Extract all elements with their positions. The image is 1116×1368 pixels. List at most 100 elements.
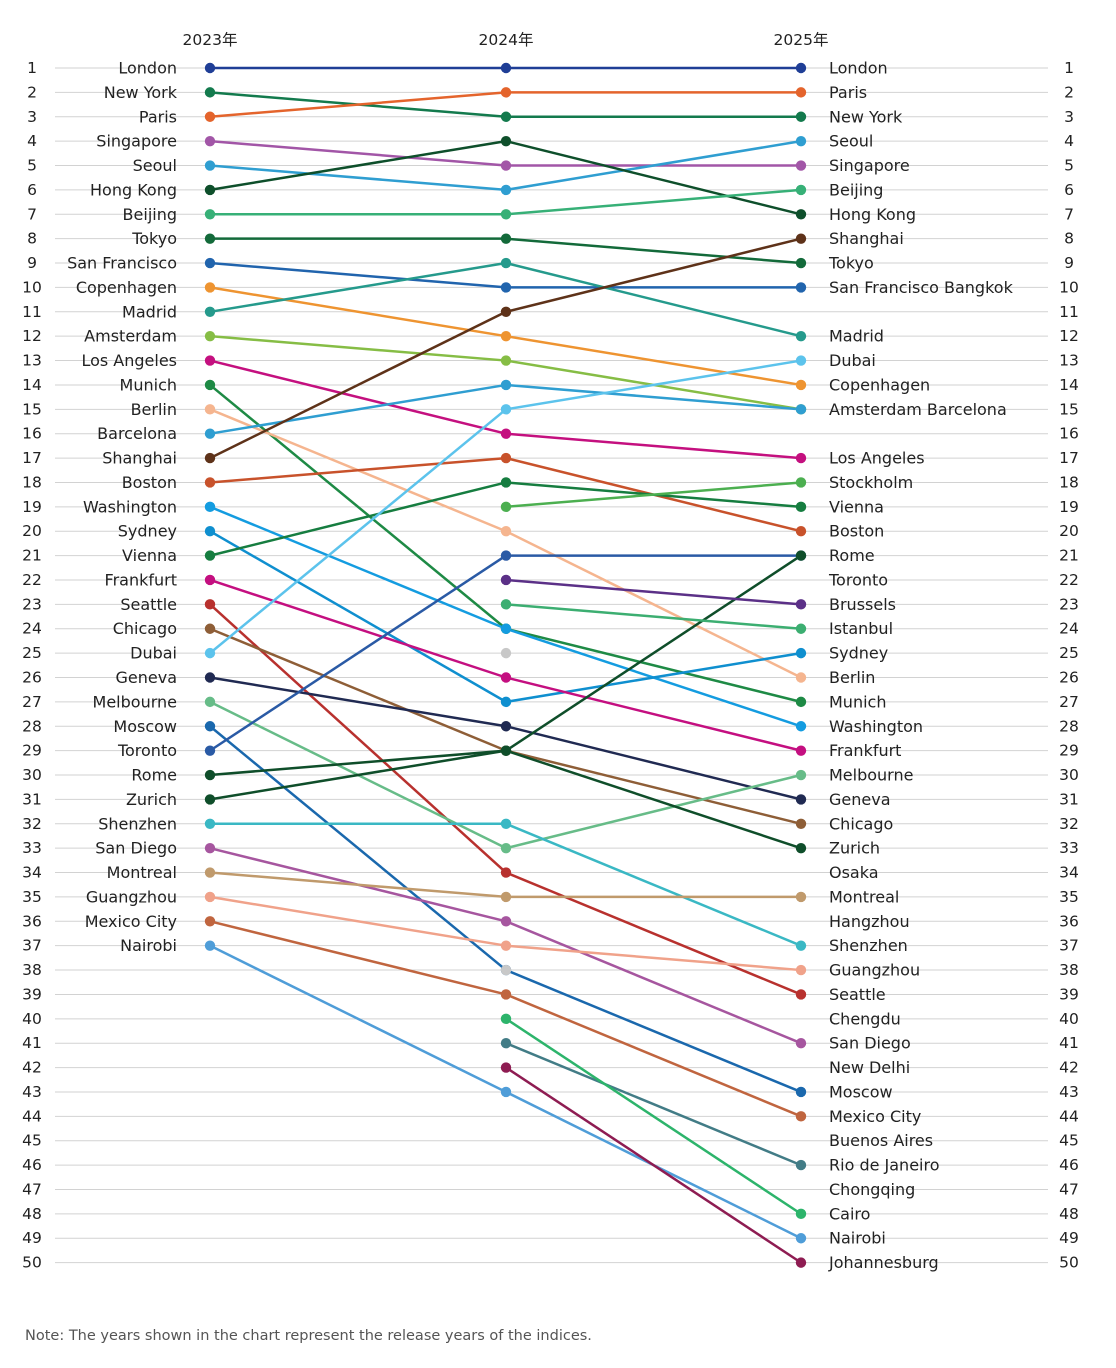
data-point — [204, 501, 216, 513]
city-label-2025: Amsterdam Barcelona — [829, 400, 1007, 419]
data-point — [500, 647, 512, 659]
data-point — [500, 379, 512, 391]
city-label-2023: Boston — [122, 473, 177, 492]
data-point — [500, 526, 512, 537]
data-point — [500, 452, 512, 464]
rank-label-left: 6 — [27, 181, 37, 199]
rank-label-right: 12 — [1059, 327, 1079, 345]
rank-label-right: 31 — [1059, 790, 1079, 808]
rank-label-right: 25 — [1059, 644, 1079, 662]
data-point — [795, 599, 807, 610]
city-label-2025: Toronto — [828, 570, 888, 589]
data-point — [500, 1062, 512, 1073]
city-label-2025: Rome — [829, 546, 875, 565]
city-label-2025: Montreal — [829, 887, 899, 906]
city-label-2023: Vienna — [122, 546, 177, 565]
rank-label-right: 46 — [1059, 1156, 1079, 1174]
city-label-2025: Paris — [829, 83, 867, 102]
city-label-2025: Buenos Aires — [829, 1131, 933, 1150]
data-point — [500, 477, 512, 488]
rank-label-left: 4 — [27, 132, 37, 150]
city-label-2025: Seattle — [829, 985, 886, 1004]
rank-label-left: 31 — [22, 790, 42, 808]
rank-label-right: 39 — [1059, 985, 1079, 1003]
data-point — [500, 428, 512, 439]
city-label-2023: Barcelona — [97, 424, 177, 443]
data-point — [795, 818, 807, 829]
city-label-2025: Hangzhou — [829, 912, 910, 931]
rank-label-right: 5 — [1064, 157, 1074, 175]
city-label-2023: San Diego — [95, 839, 177, 858]
data-point — [500, 550, 512, 561]
rank-label-left: 32 — [22, 815, 42, 833]
city-label-2025: Madrid — [829, 327, 884, 346]
city-label-2025: Cairo — [829, 1204, 870, 1223]
data-point — [795, 209, 807, 220]
city-label-2023: Copenhagen — [76, 278, 177, 297]
rank-label-right: 41 — [1059, 1034, 1079, 1052]
rank-label-right: 43 — [1059, 1083, 1079, 1101]
rank-label-left: 41 — [22, 1034, 42, 1052]
rank-label-left: 38 — [22, 961, 42, 979]
city-label-2025: Moscow — [829, 1082, 893, 1101]
data-point — [500, 842, 512, 854]
rank-label-right: 36 — [1059, 912, 1079, 930]
data-point — [795, 721, 807, 732]
city-label-2025: Chengdu — [829, 1009, 901, 1028]
city-label-2023: Paris — [139, 107, 177, 126]
rank-label-left: 23 — [22, 595, 42, 613]
rank-label-left: 42 — [22, 1059, 42, 1077]
city-label-2025: San Francisco Bangkok — [829, 278, 1014, 297]
rank-label-left: 46 — [22, 1156, 42, 1174]
data-point — [204, 306, 216, 317]
data-point — [500, 282, 512, 293]
rank-label-right: 40 — [1059, 1010, 1079, 1028]
city-label-2023: Toronto — [117, 741, 177, 760]
rank-label-left: 40 — [22, 1010, 42, 1028]
rank-label-left: 17 — [22, 449, 42, 467]
data-point — [500, 818, 512, 829]
data-point — [204, 355, 216, 366]
data-point — [500, 989, 512, 1000]
data-point — [500, 501, 512, 513]
rank-label-right: 21 — [1059, 547, 1079, 565]
data-point — [204, 794, 216, 805]
rank-label-left: 36 — [22, 912, 42, 930]
data-point — [795, 989, 807, 1000]
city-label-2023: Moscow — [113, 717, 177, 736]
year-headers: 2023年 2024年 2025年 — [183, 31, 829, 49]
data-point — [795, 1086, 807, 1098]
city-label-2025: Shanghai — [829, 229, 904, 248]
city-label-2023: Sydney — [118, 522, 177, 541]
rank-label-left: 8 — [27, 230, 37, 248]
city-labels: London New York Paris Singapore Seoul Hong Ko… — [67, 59, 1013, 1273]
city-label-2025: Singapore — [829, 156, 910, 175]
data-point — [204, 233, 216, 244]
city-label-2025: Dubai — [829, 351, 876, 370]
city-label-2025: Chicago — [829, 814, 893, 833]
city-label-2025: San Diego — [829, 1034, 911, 1053]
data-point — [500, 330, 512, 342]
city-label-2025: Berlin — [829, 668, 875, 687]
city-label-2025: Rio de Janeiro — [829, 1156, 940, 1175]
data-point — [500, 257, 512, 269]
city-label-2025: Brussels — [829, 595, 896, 614]
data-point — [500, 940, 512, 951]
rank-label-left: 33 — [22, 839, 42, 857]
city-label-2023: Shenzhen — [98, 814, 177, 833]
rank-label-right: 30 — [1059, 766, 1079, 784]
rank-label-right: 18 — [1059, 473, 1079, 491]
city-label-2025: Washington — [829, 717, 923, 736]
rank-label-right: 14 — [1059, 376, 1079, 394]
city-label-2025: Sydney — [829, 644, 888, 663]
rank-label-right: 2 — [1064, 83, 1074, 101]
data-point — [795, 550, 807, 561]
data-point — [204, 477, 216, 488]
rank-label-left: 2 — [27, 83, 37, 101]
city-label-2025: Munich — [829, 692, 886, 711]
city-label-2023: Zurich — [126, 790, 177, 809]
data-point — [795, 891, 807, 903]
city-label-2023: Geneva — [116, 668, 178, 687]
rank-label-right: 22 — [1059, 571, 1079, 589]
